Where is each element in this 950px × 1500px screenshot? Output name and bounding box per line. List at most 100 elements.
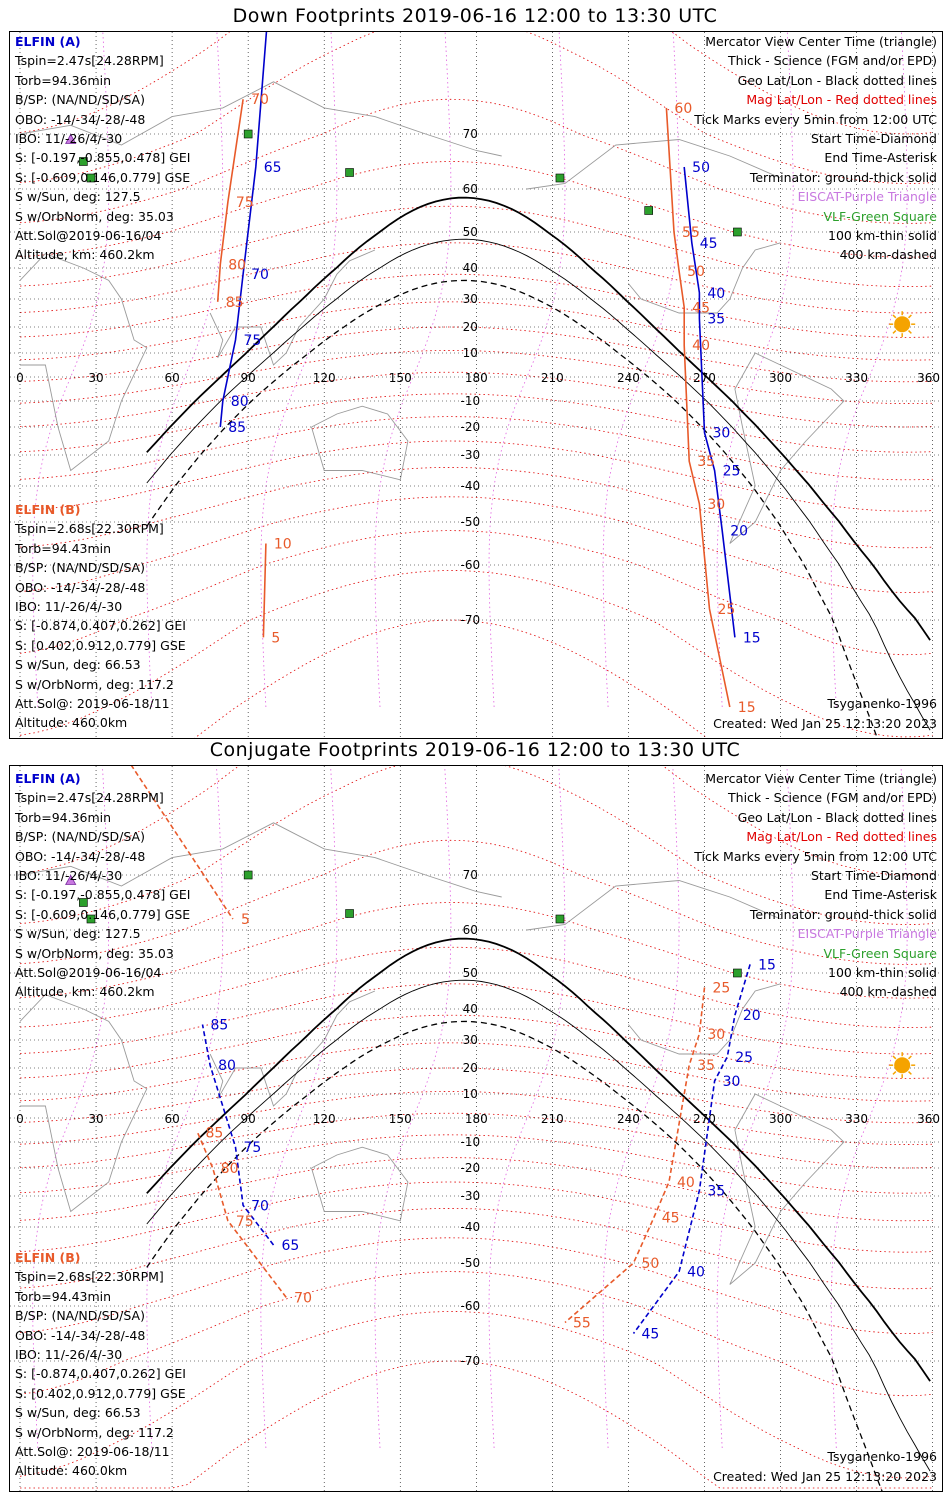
track-tick-label: 50 (641, 1256, 659, 1272)
info-line: Tspin=2.68s[22.30RPM] (15, 1269, 164, 1285)
footprint-track (564, 987, 706, 1324)
track-tick-label: 85 (226, 295, 244, 311)
vlf-station-marker (345, 168, 354, 177)
info-line: OBO: -14/-34/-28/-48 (15, 579, 146, 595)
track-tick-label: 35 (697, 454, 715, 470)
track-tick-label: 70 (251, 267, 269, 283)
footprint-track (262, 543, 267, 638)
mag-lat-line (19, 766, 933, 925)
lon-tick-label: 360 (917, 371, 940, 385)
track-tick-label: 40 (707, 286, 725, 302)
lat-tick-label: -60 (460, 1299, 480, 1313)
lon-tick-label: 30 (88, 1112, 103, 1126)
lat-tick-label: -60 (460, 558, 480, 572)
track-tick-label: 35 (697, 1058, 715, 1074)
sun-ray (908, 314, 912, 319)
vlf-station-marker (79, 898, 88, 907)
track-tick-label: 80 (221, 1161, 239, 1177)
lon-tick-label: 60 (164, 1112, 179, 1126)
vlf-station-marker (644, 206, 653, 215)
track-tick-label: 45 (692, 300, 710, 316)
lon-tick-label: 270 (693, 1112, 716, 1126)
lon-tick-label: 180 (465, 1112, 488, 1126)
legend-item: 100 km-thin solid (828, 227, 937, 243)
info-line: Torb=94.36min (15, 809, 112, 825)
info-line: Altitude, km: 460.2km (15, 984, 155, 1000)
info-line: B/SP: (NA/ND/SD/SA) (15, 92, 145, 108)
track-tick-label: 60 (674, 101, 692, 117)
terminator-line (146, 279, 879, 738)
lon-tick-label: 120 (313, 1112, 336, 1126)
lon-tick-label: 150 (389, 371, 412, 385)
legend-item: End Time-Asterisk (824, 887, 937, 903)
info-line: Att.Sol@: 2019-06-18/11 (15, 695, 170, 711)
track-tick-label: 45 (662, 1211, 680, 1227)
sun-icon (894, 316, 911, 333)
footprint-track (196, 1132, 287, 1298)
lat-tick-label: -40 (460, 479, 480, 493)
info-line: OBO: -14/-34/-28/-48 (15, 111, 146, 127)
legend-item: Thick - Science (FGM and/or EPD) (728, 53, 937, 69)
lat-tick-label: -30 (460, 448, 480, 462)
lon-tick-label: 120 (313, 371, 336, 385)
footprint-track (201, 1024, 275, 1246)
terminator-line (146, 979, 931, 1472)
sun-ray (892, 330, 897, 334)
footprint-track (216, 99, 244, 302)
lon-tick-label: 90 (241, 1112, 256, 1126)
legend: Mercator View Center Time (triangle) Thi… (694, 32, 937, 265)
vlf-station-marker (243, 870, 253, 880)
coastline (209, 249, 376, 366)
track-tick-label: 25 (718, 602, 736, 618)
track-tick-label: 65 (264, 160, 282, 176)
track-tick-label: 30 (712, 426, 730, 442)
legend-item: Tick Marks every 5min from 12:00 UTC (694, 848, 937, 864)
track-tick-label: 35 (707, 312, 725, 328)
mag-lon-line (260, 32, 338, 708)
lon-tick-label: 240 (617, 371, 640, 385)
track-tick-label: 45 (700, 236, 718, 252)
legend-item: Start Time-Diamond (810, 130, 937, 146)
terminator-line (146, 238, 931, 731)
lat-tick-label: 20 (463, 320, 478, 334)
info-line: S w/OrbNorm, deg: 35.03 (15, 208, 174, 224)
lon-tick-label: 360 (917, 1112, 940, 1126)
track-tick-label: 50 (687, 264, 705, 280)
track-tick-label: 40 (692, 338, 710, 354)
coastline (209, 990, 376, 1107)
legend-item: VLF-Green Square (823, 945, 937, 961)
map-canvas: 0 30 60 90 120 150 180 210 240 270 300 330 360 70 60 50… (10, 32, 942, 738)
vlf-station-marker (555, 173, 565, 183)
lat-tick-label: 10 (463, 1087, 478, 1101)
legend-item: Start Time-Diamond (810, 867, 937, 883)
lat-tick-label: 20 (463, 1061, 478, 1075)
created-label: Created: Wed Jan 25 12:13:20 2023 (713, 716, 937, 731)
lon-tick-label: 300 (769, 371, 792, 385)
sun-ray (908, 1055, 912, 1060)
legend-item: 400 km-dashed (839, 247, 937, 263)
sun-ray (892, 314, 897, 319)
info-line: S: [-0.609,0.146,0.779] GSE (15, 169, 191, 185)
terminator-line (146, 196, 931, 641)
info-line: Altitude: 460.0km (15, 715, 128, 731)
info-line: S w/OrbNorm, deg: 35.03 (15, 945, 174, 961)
lat-tick-label: 60 (463, 182, 478, 196)
track-tick-label: 15 (738, 700, 756, 716)
legend-item: Mag Lat/Lon - Red dotted lines (746, 829, 937, 845)
vlf-station-marker (86, 173, 96, 183)
track-tick-label: 15 (743, 630, 761, 646)
track-tick-label: 80 (228, 257, 246, 273)
info-line: Att.Sol@: 2019-06-18/11 (15, 1443, 170, 1459)
mag-lat-line (19, 1067, 933, 1124)
coastline (19, 253, 148, 472)
coastline (526, 139, 781, 190)
track-tick-label: 75 (236, 1214, 254, 1230)
vlf-station-marker (733, 227, 742, 237)
terminator-line (146, 937, 931, 1382)
legend-item: Thick - Science (FGM and/or EPD) (728, 790, 937, 806)
created-label: Created: Wed Jan 25 12:13:20 2023 (713, 1469, 937, 1484)
track-tick-label: 25 (723, 464, 741, 480)
elfin-b-info: ELFIN (B) Tspin=2.68s[22.30RPM] Torb=94.… (15, 500, 186, 733)
vlf-station-marker (733, 968, 742, 978)
track-tick-label: 65 (282, 1238, 300, 1254)
